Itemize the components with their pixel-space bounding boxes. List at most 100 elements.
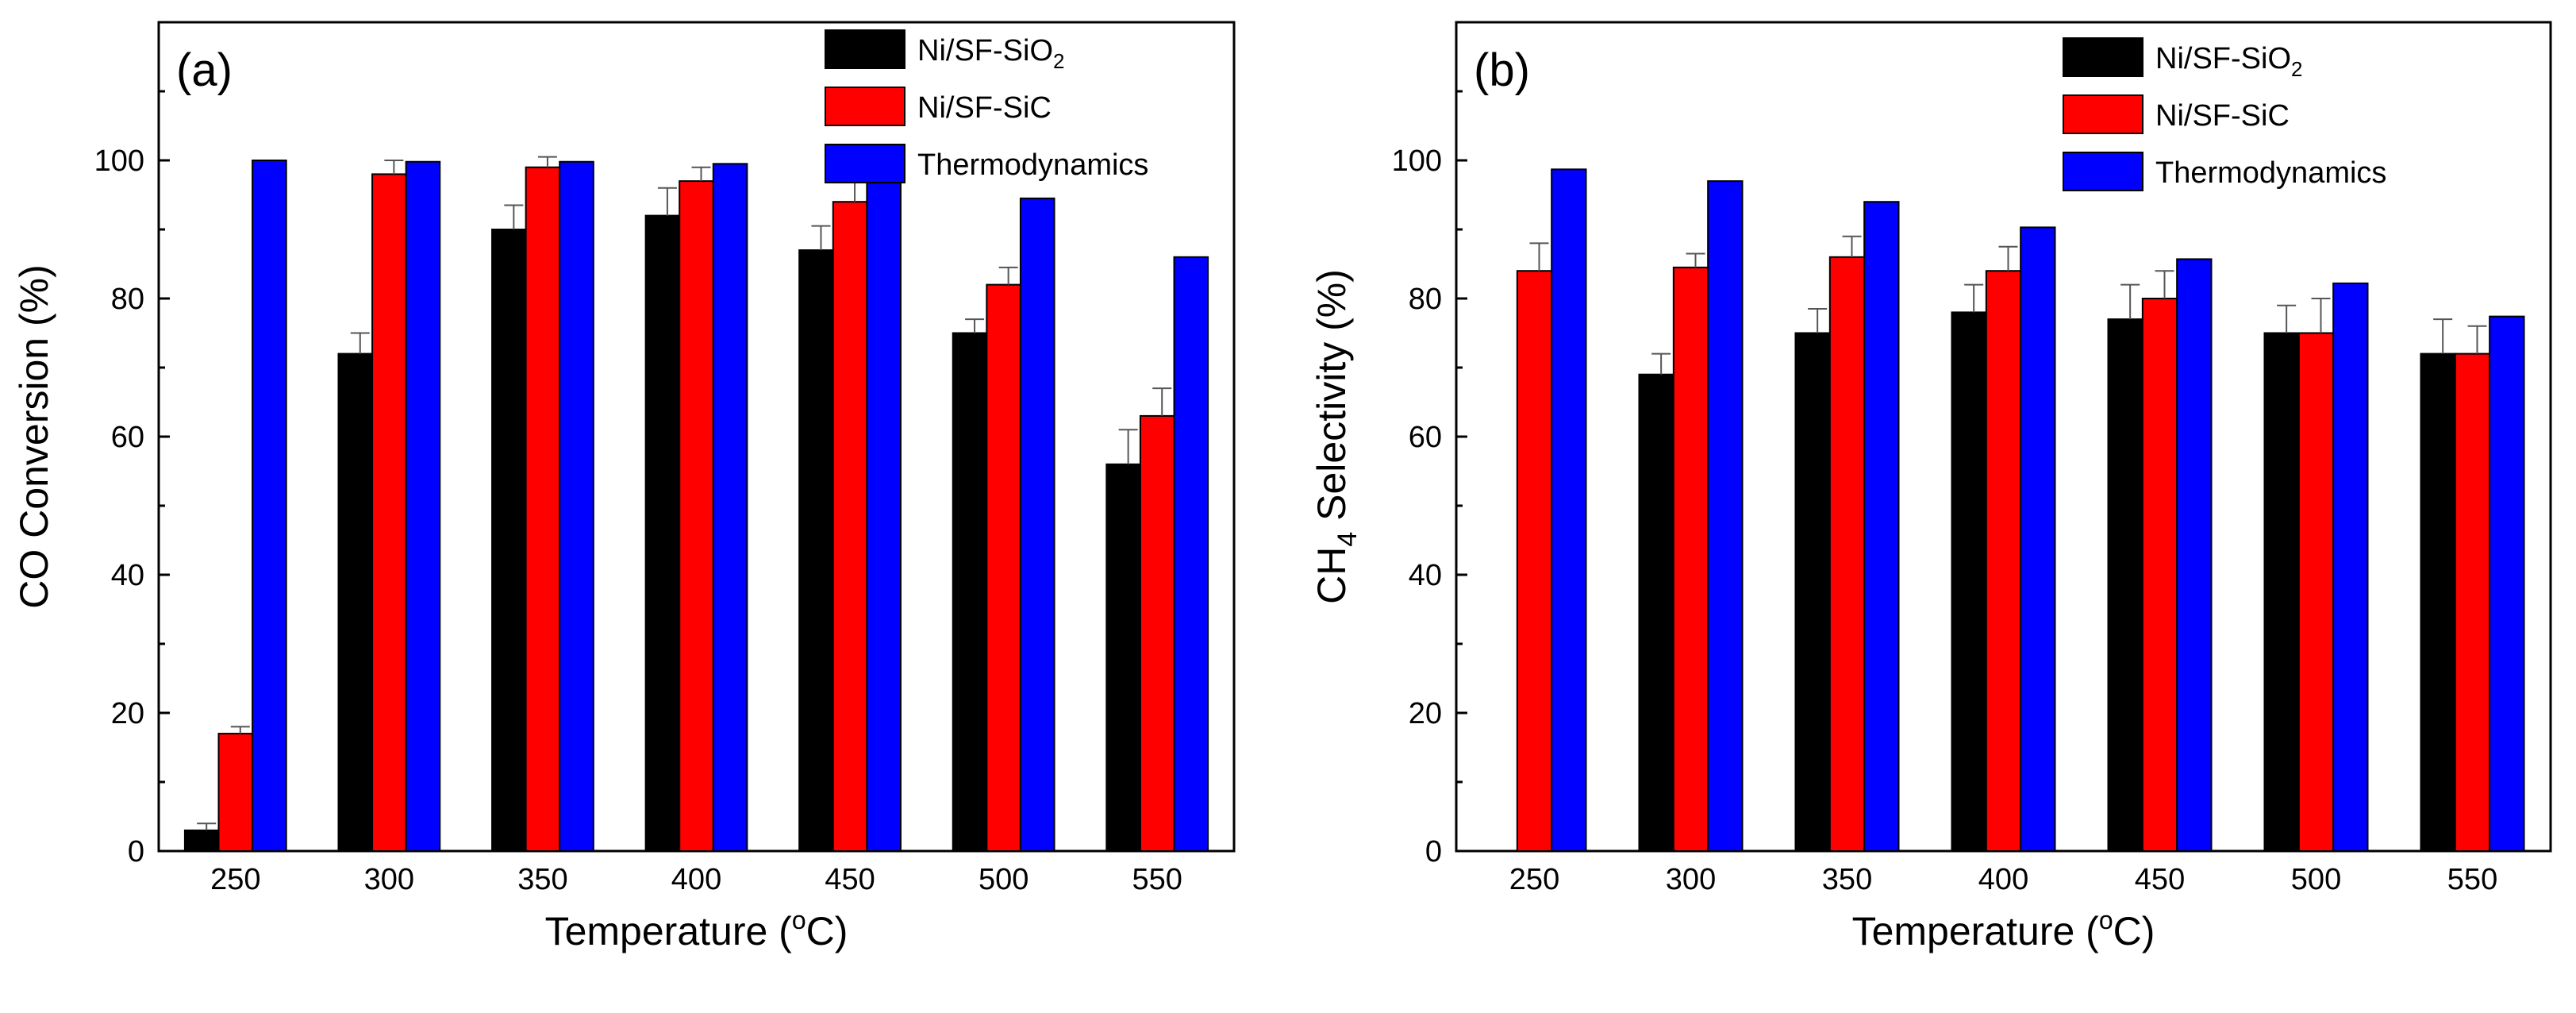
x-tick-label: 400 — [1978, 863, 2028, 896]
y-tick-label: 0 — [1425, 835, 1442, 869]
bar-ni-sf-sio350 — [491, 229, 527, 852]
bar-ni-sf-sio450 — [2107, 318, 2143, 853]
y-tick-label: 100 — [94, 144, 144, 178]
bar-thermodynamics400 — [712, 163, 748, 853]
y-axis-title-post: Selectivity (%) — [1309, 269, 1354, 532]
chart-panel-a: 0 20 40 60 80 100 250 300 350 400 450 500 550 (a) Temp… — [12, 21, 1236, 953]
x-tick-label: 450 — [825, 863, 875, 896]
legend-swatch — [2063, 94, 2143, 134]
chart-panel-b: 0 20 40 60 80 100 250 300 350 400 450 500 550 (b) Temp… — [1309, 21, 2552, 953]
bar-ni-sf-sic450 — [2141, 298, 2178, 852]
x-tick-label: 400 — [671, 863, 721, 896]
y-axis-title: CO Conversion (%) — [12, 264, 56, 608]
legend-label: Thermodynamics — [2155, 156, 2386, 190]
x-tick-label: 350 — [517, 863, 567, 896]
y-tick-label: 0 — [128, 835, 144, 869]
bar-ni-sf-sic550 — [2454, 352, 2491, 853]
bar-ni-sf-sic400 — [679, 180, 714, 853]
bar-thermodynamics400 — [2020, 226, 2056, 852]
legend-swatch — [825, 144, 905, 183]
bar-ni-sf-sio450 — [798, 249, 834, 853]
legend-swatch — [2063, 37, 2143, 77]
legend-swatch — [825, 87, 905, 126]
bar-thermodynamics500 — [2332, 282, 2369, 852]
y-tick-label: 40 — [111, 559, 144, 592]
legend-label-name: Ni/SF-SiC — [917, 91, 1052, 125]
bar-ni-sf-sic350 — [525, 166, 561, 852]
legend-label: Ni/SF-SiC — [2155, 99, 2290, 133]
x-tick-label: 500 — [2291, 863, 2341, 896]
bar-ni-sf-sio550 — [1105, 463, 1141, 852]
bar-ni-sf-sio300 — [337, 352, 374, 853]
legend-label: Ni/SF-SiO2 — [2155, 42, 2302, 81]
legend-label-name: Ni/SF-SiC — [2155, 99, 2290, 133]
bar-thermodynamics300 — [405, 160, 441, 853]
x-axis-title-end: C) — [2113, 909, 2155, 953]
bar-ni-sf-sio400 — [1951, 311, 1987, 852]
y-tick-label: 80 — [111, 283, 144, 316]
x-axis-title: Temperature (oC) — [545, 906, 848, 953]
bar-ni-sf-sio350 — [1794, 332, 1831, 852]
bar-thermodynamics250 — [252, 160, 287, 852]
bar-ni-sf-sic500 — [986, 283, 1021, 853]
x-axis-title-main: Temperature ( — [1852, 909, 2100, 953]
panel-label: (a) — [176, 44, 233, 96]
y-tick-label: 40 — [1409, 559, 1442, 592]
x-tick-label: 350 — [1822, 863, 1872, 896]
bar-thermodynamics450 — [2176, 258, 2213, 853]
x-tick-label: 550 — [1132, 863, 1182, 896]
bar-ni-sf-sio300 — [1638, 373, 1674, 852]
bar-ni-sf-sio250 — [183, 829, 220, 853]
x-tick-label: 550 — [2447, 863, 2497, 896]
y-tick-label: 20 — [1409, 697, 1442, 730]
legend-label-subscript: 2 — [1053, 49, 1064, 73]
x-tick-label: 450 — [2135, 863, 2185, 896]
legend-label: Ni/SF-SiO2 — [917, 34, 1064, 73]
bar-thermodynamics550 — [2489, 315, 2525, 852]
bar-thermodynamics350 — [559, 160, 594, 853]
x-tick-label: 250 — [1509, 863, 1559, 896]
legend-label-name: Ni/SF-SiO — [2155, 42, 2291, 75]
x-tick-label: 500 — [978, 863, 1028, 896]
x-tick-label: 250 — [210, 863, 260, 896]
bar-thermodynamics300 — [1707, 180, 1744, 853]
bar-ni-sf-sic350 — [1828, 256, 1866, 852]
y-tick-label: 20 — [111, 697, 144, 730]
bar-ni-sf-sic300 — [1672, 266, 1709, 853]
y-tick-label: 80 — [1409, 283, 1442, 316]
bar-thermodynamics550 — [1173, 256, 1209, 852]
y-tick-label: 60 — [1409, 421, 1442, 454]
bar-ni-sf-sio550 — [2420, 352, 2456, 853]
y-axis-title-pre: CH — [1309, 547, 1354, 604]
x-axis-title-main: Temperature ( — [545, 909, 793, 953]
bar-ni-sf-sic250 — [217, 733, 254, 852]
legend-label: Ni/SF-SiC — [917, 91, 1052, 125]
y-tick-label: 100 — [1392, 144, 1442, 178]
bar-thermodynamics500 — [1019, 197, 1055, 853]
bar-ni-sf-sic250 — [1516, 270, 1553, 852]
x-axis-title-end: C) — [806, 909, 848, 953]
y-axis-title-sub: 4 — [1332, 532, 1363, 547]
legend-label-name: Thermodynamics — [2155, 156, 2386, 190]
legend-swatch — [825, 29, 905, 69]
bar-thermodynamics450 — [866, 180, 902, 853]
bar-ni-sf-sic450 — [832, 201, 868, 852]
legend-label-subscript: 2 — [2291, 57, 2302, 81]
bar-ni-sf-sio400 — [644, 214, 681, 853]
bar-ni-sf-sic400 — [1985, 270, 2022, 852]
x-tick-label: 300 — [1666, 863, 1716, 896]
legend-label-name: Ni/SF-SiO — [917, 34, 1053, 67]
legend-label: Thermodynamics — [917, 148, 1148, 182]
bar-ni-sf-sic500 — [2297, 332, 2335, 852]
x-tick-label: 300 — [364, 863, 414, 896]
x-axis-title-degree: o — [2099, 906, 2113, 934]
legend-swatch — [2063, 152, 2143, 191]
panel-label: (b) — [1474, 44, 1530, 96]
bar-ni-sf-sio500 — [952, 332, 988, 852]
bar-ni-sf-sic300 — [371, 173, 407, 852]
x-axis-title: Temperature (oC) — [1852, 906, 2155, 953]
bar-ni-sf-sio500 — [2263, 332, 2300, 852]
y-axis-title: CH4 Selectivity (%) — [1309, 269, 1363, 604]
x-axis-title-degree: o — [792, 906, 806, 934]
